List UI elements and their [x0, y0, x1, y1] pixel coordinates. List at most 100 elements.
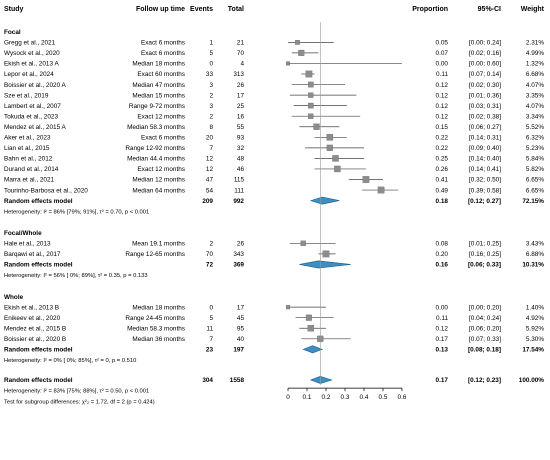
weight-cell: 1.40%	[526, 304, 544, 311]
follow-up-cell: Exact 6 months	[141, 40, 185, 47]
events-cell: 8	[209, 124, 213, 131]
ci-cell: [0.06; 0.20]	[469, 325, 501, 332]
events-cell: 12	[206, 156, 214, 163]
follow-up-cell: Exact 12 months	[137, 166, 185, 173]
x-axis: 0 0.1 0.2 0.3 0.4 0.5 0.6	[286, 22, 407, 401]
proportion-cell: 0.26	[436, 166, 449, 173]
total-cell: 55	[237, 124, 245, 131]
study-square	[285, 305, 291, 310]
overall-heterogeneity: Heterogeneity: I² = 83% [75%; 88%], τ² =…	[4, 389, 149, 395]
follow-up-cell: Mean 19.1 months	[132, 241, 185, 248]
events-cell: 0	[209, 304, 213, 311]
follow-up-cell: Exact 12 months	[137, 113, 185, 120]
events-cell: 70	[206, 251, 214, 258]
study-square	[307, 81, 314, 88]
study-label: Durand et al., 2014	[4, 166, 59, 173]
ci-cell: [0.16; 0.25]	[469, 251, 501, 258]
overall-label: Random effects model	[4, 377, 73, 384]
events-cell: 54	[206, 187, 214, 194]
proportion-cell: 0.12	[436, 92, 449, 99]
header-weight: Weight	[521, 6, 545, 13]
proportion-cell: 0.12	[436, 113, 449, 120]
total-cell: 17	[237, 92, 245, 99]
heterogeneity-text: Heterogeneity: I² = 56% [ 0%; 89%], τ² =…	[4, 273, 148, 279]
tick-label: 0.1	[303, 394, 312, 401]
follow-up-cell: Range 12-65 months	[125, 251, 185, 258]
tick-label: 0.4	[360, 394, 369, 401]
ci-cell: [0.02; 0.16]	[469, 50, 501, 57]
study-label: Gregg et al., 2021	[4, 40, 56, 47]
study-square	[285, 61, 291, 66]
summary-label: Random effects model	[4, 262, 73, 269]
follow-up-cell: Exact 60 months	[137, 71, 185, 78]
study-square	[322, 250, 330, 258]
study-square	[362, 176, 370, 183]
study-square	[326, 144, 333, 151]
total-cell: 111	[234, 187, 244, 194]
ci-cell: [0.01; 0.25]	[469, 241, 501, 248]
summary-label: Random effects model	[4, 198, 73, 205]
follow-up-cell: Exact 6 months	[141, 50, 185, 57]
summary-diamond	[302, 345, 324, 354]
proportion-cell: 0.12	[436, 325, 449, 332]
header-study: Study	[4, 6, 24, 13]
study-label: Aker et al., 2023	[4, 135, 51, 142]
header-total: Total	[228, 6, 244, 13]
events-cell: 5	[209, 50, 213, 57]
heterogeneity-text: Heterogeneity: I² = 86% [79%; 91%], τ² =…	[4, 209, 149, 215]
weight-cell: 10.31%	[522, 262, 544, 269]
events-cell: 23	[206, 347, 214, 354]
study-square	[313, 123, 320, 130]
events-cell: 12	[206, 166, 214, 173]
weight-cell: 5.30%	[526, 336, 544, 343]
total-cell: 26	[237, 241, 245, 248]
weight-cell: 5.23%	[526, 145, 544, 152]
total-cell: 25	[237, 103, 245, 110]
header-row: Study Follow up time Events Total Propor…	[4, 6, 545, 13]
weight-cell: 4.92%	[526, 315, 544, 322]
study-label: Enikeev et al., 2020	[4, 315, 61, 322]
study-square	[377, 186, 385, 194]
summary-diamond	[299, 260, 351, 269]
events-cell: 2	[209, 113, 213, 120]
study-square	[326, 134, 334, 141]
study-square	[300, 240, 306, 246]
weight-cell: 6.68%	[526, 71, 544, 78]
events-cell: 5	[209, 315, 213, 322]
proportion-cell: 0.05	[436, 40, 449, 47]
ci-cell: [0.06; 0.33]	[468, 262, 501, 269]
proportion-cell: 0.16	[436, 262, 449, 269]
events-cell: 1	[209, 40, 213, 47]
study-label: Marra et al., 2021	[4, 177, 55, 184]
study-label: Ekish et al., 2013 B	[4, 304, 59, 311]
heterogeneity-text: Heterogeneity: I² = 0% [ 0%; 85%], τ² = …	[4, 358, 136, 364]
weight-cell: 72.15%	[522, 198, 544, 205]
summary-label: Random effects model	[4, 347, 73, 354]
follow-up-cell: Range 12-92 months	[125, 145, 185, 152]
proportion-cell: 0.00	[436, 61, 449, 68]
weight-cell: 5.84%	[526, 156, 544, 163]
total-cell: 369	[233, 262, 244, 269]
events-cell: 7	[209, 336, 213, 343]
ci-cell: [0.14; 0.40]	[469, 156, 501, 163]
total-cell: 40	[237, 336, 245, 343]
header-follow-up: Follow up time	[136, 6, 185, 13]
events-cell: 3	[209, 82, 213, 89]
study-label: Mendez et al., 2015 A	[4, 124, 67, 131]
weight-cell: 3.35%	[526, 92, 544, 99]
study-square	[308, 113, 314, 119]
tick-label: 0.3	[341, 394, 350, 401]
ci-cell: [0.02; 0.30]	[469, 82, 501, 89]
ci-cell: [0.00; 0.20]	[469, 304, 501, 311]
ci-cell: [0.01; 0.36]	[469, 92, 501, 99]
proportion-cell: 0.22	[436, 145, 449, 152]
events-cell: 47	[206, 177, 214, 184]
weight-cell: 4.99%	[526, 50, 544, 57]
total-cell: 26	[237, 82, 245, 89]
total-cell: 1558	[230, 377, 245, 384]
follow-up-cell: Median 58.3 months	[127, 124, 185, 131]
events-cell: 20	[206, 135, 214, 142]
ci-cell: [0.14; 0.31]	[469, 135, 501, 142]
